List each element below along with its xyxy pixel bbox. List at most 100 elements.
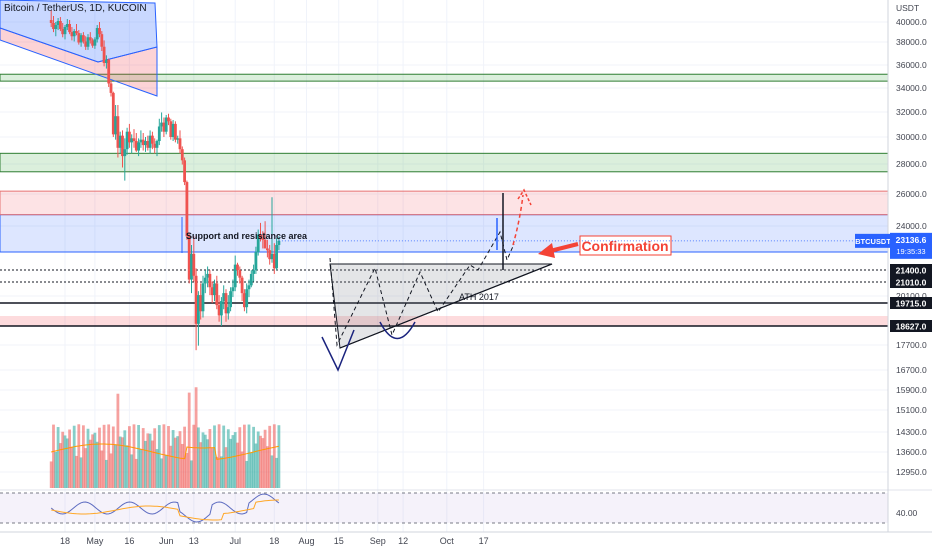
price-tick: 13600.0: [896, 447, 927, 457]
candle-body: [259, 234, 262, 239]
candle-body: [107, 59, 111, 84]
volume-bars: [49, 387, 281, 488]
volume-bar: [256, 431, 260, 488]
volume-bar: [130, 454, 134, 488]
price-tick: 16700.0: [896, 365, 927, 375]
volume-bar: [243, 424, 246, 488]
volume-bar: [139, 449, 143, 488]
rsi-signal-line: [51, 499, 279, 521]
volume-bar: [222, 425, 226, 488]
volume-bar: [217, 424, 221, 488]
grid-lines: [0, 0, 888, 532]
candle-body: [79, 35, 83, 43]
level-tag-bg: [890, 320, 932, 332]
price-tick: 14300.0: [896, 427, 927, 437]
candle-body: [160, 122, 163, 127]
volume-bar: [118, 436, 122, 488]
volume-bar: [146, 433, 150, 488]
candle-body: [215, 283, 219, 306]
volume-bar: [75, 455, 78, 488]
candle-body: [70, 32, 74, 37]
level-tag: 19715.0: [896, 299, 927, 309]
volume-bar: [52, 424, 55, 488]
volume-bar: [61, 431, 65, 488]
candle-body: [56, 21, 60, 26]
candle-body: [59, 21, 62, 30]
volume-bar: [79, 457, 83, 488]
volume-bar: [252, 426, 255, 488]
candle-body: [132, 138, 136, 142]
candle-body: [95, 28, 99, 40]
confirmation-arrowhead: [538, 243, 555, 258]
volume-bar: [277, 425, 281, 488]
candle-body: [169, 121, 173, 137]
volume-bar: [275, 457, 278, 488]
price-tick: 30000.0: [896, 132, 927, 142]
candle-body: [220, 301, 223, 316]
volume-bar: [111, 426, 115, 488]
candle-body: [130, 138, 134, 143]
candle-body: [63, 27, 67, 35]
time-label: May: [86, 536, 104, 546]
volume-bar: [123, 430, 127, 488]
candle-body: [75, 31, 78, 34]
candle-body: [240, 277, 244, 294]
volume-bar: [98, 427, 101, 488]
candle-body: [61, 29, 65, 35]
candle-body: [123, 149, 127, 157]
volume-bar: [121, 437, 124, 488]
candle-body: [272, 253, 276, 269]
candle-body: [252, 270, 255, 274]
candle-body: [105, 59, 108, 64]
candle-body: [261, 238, 265, 240]
volume-bar: [268, 425, 272, 488]
volume-bar: [160, 458, 163, 488]
time-label: Oct: [440, 536, 455, 546]
falling-channel-red: [0, 27, 158, 97]
volume-bar: [238, 427, 242, 488]
candle-body: [82, 35, 85, 42]
time-label: 17: [479, 536, 489, 546]
last-price-tag: 23136.6: [896, 235, 927, 245]
candle-body: [210, 287, 214, 296]
volume-bar: [86, 428, 90, 488]
candle-body: [194, 275, 198, 324]
price-tick: 34000.0: [896, 83, 927, 93]
volume-bar: [77, 424, 81, 488]
volume-bar: [197, 427, 200, 488]
time-label: 18: [60, 536, 70, 546]
candle-body: [91, 40, 94, 46]
candle-body: [86, 37, 90, 47]
price-tick: 24000.0: [896, 221, 927, 231]
volume-bar: [199, 442, 203, 488]
candle-body: [153, 143, 157, 148]
volume-bar: [194, 387, 198, 488]
candle-body: [102, 46, 106, 64]
support-resistance-label: Support and resistance area: [186, 231, 308, 241]
volume-bar: [185, 452, 189, 488]
volume-bar: [100, 450, 104, 488]
candle-body: [222, 293, 226, 302]
rsi-panel: [0, 489, 932, 524]
candle-body: [148, 135, 152, 148]
volume-bar: [261, 438, 265, 488]
candle-body: [247, 285, 251, 290]
volume-bar: [229, 438, 232, 488]
candle-body: [176, 138, 180, 140]
confirmation-arrow-shaft: [549, 242, 579, 253]
volume-bar: [82, 425, 85, 488]
candle-body: [229, 291, 232, 308]
volume-bar: [266, 446, 269, 488]
candle-body: [266, 248, 269, 251]
support-resistance-zone: [0, 214, 889, 253]
candle-body: [275, 244, 278, 269]
volume-bar: [128, 426, 131, 488]
price-tick: 12950.0: [896, 467, 927, 477]
volume-bar: [192, 424, 196, 488]
time-label: Aug: [298, 536, 314, 546]
candle-body: [155, 141, 159, 148]
price-tick: 38000.0: [896, 37, 927, 47]
volume-bar: [56, 427, 60, 488]
